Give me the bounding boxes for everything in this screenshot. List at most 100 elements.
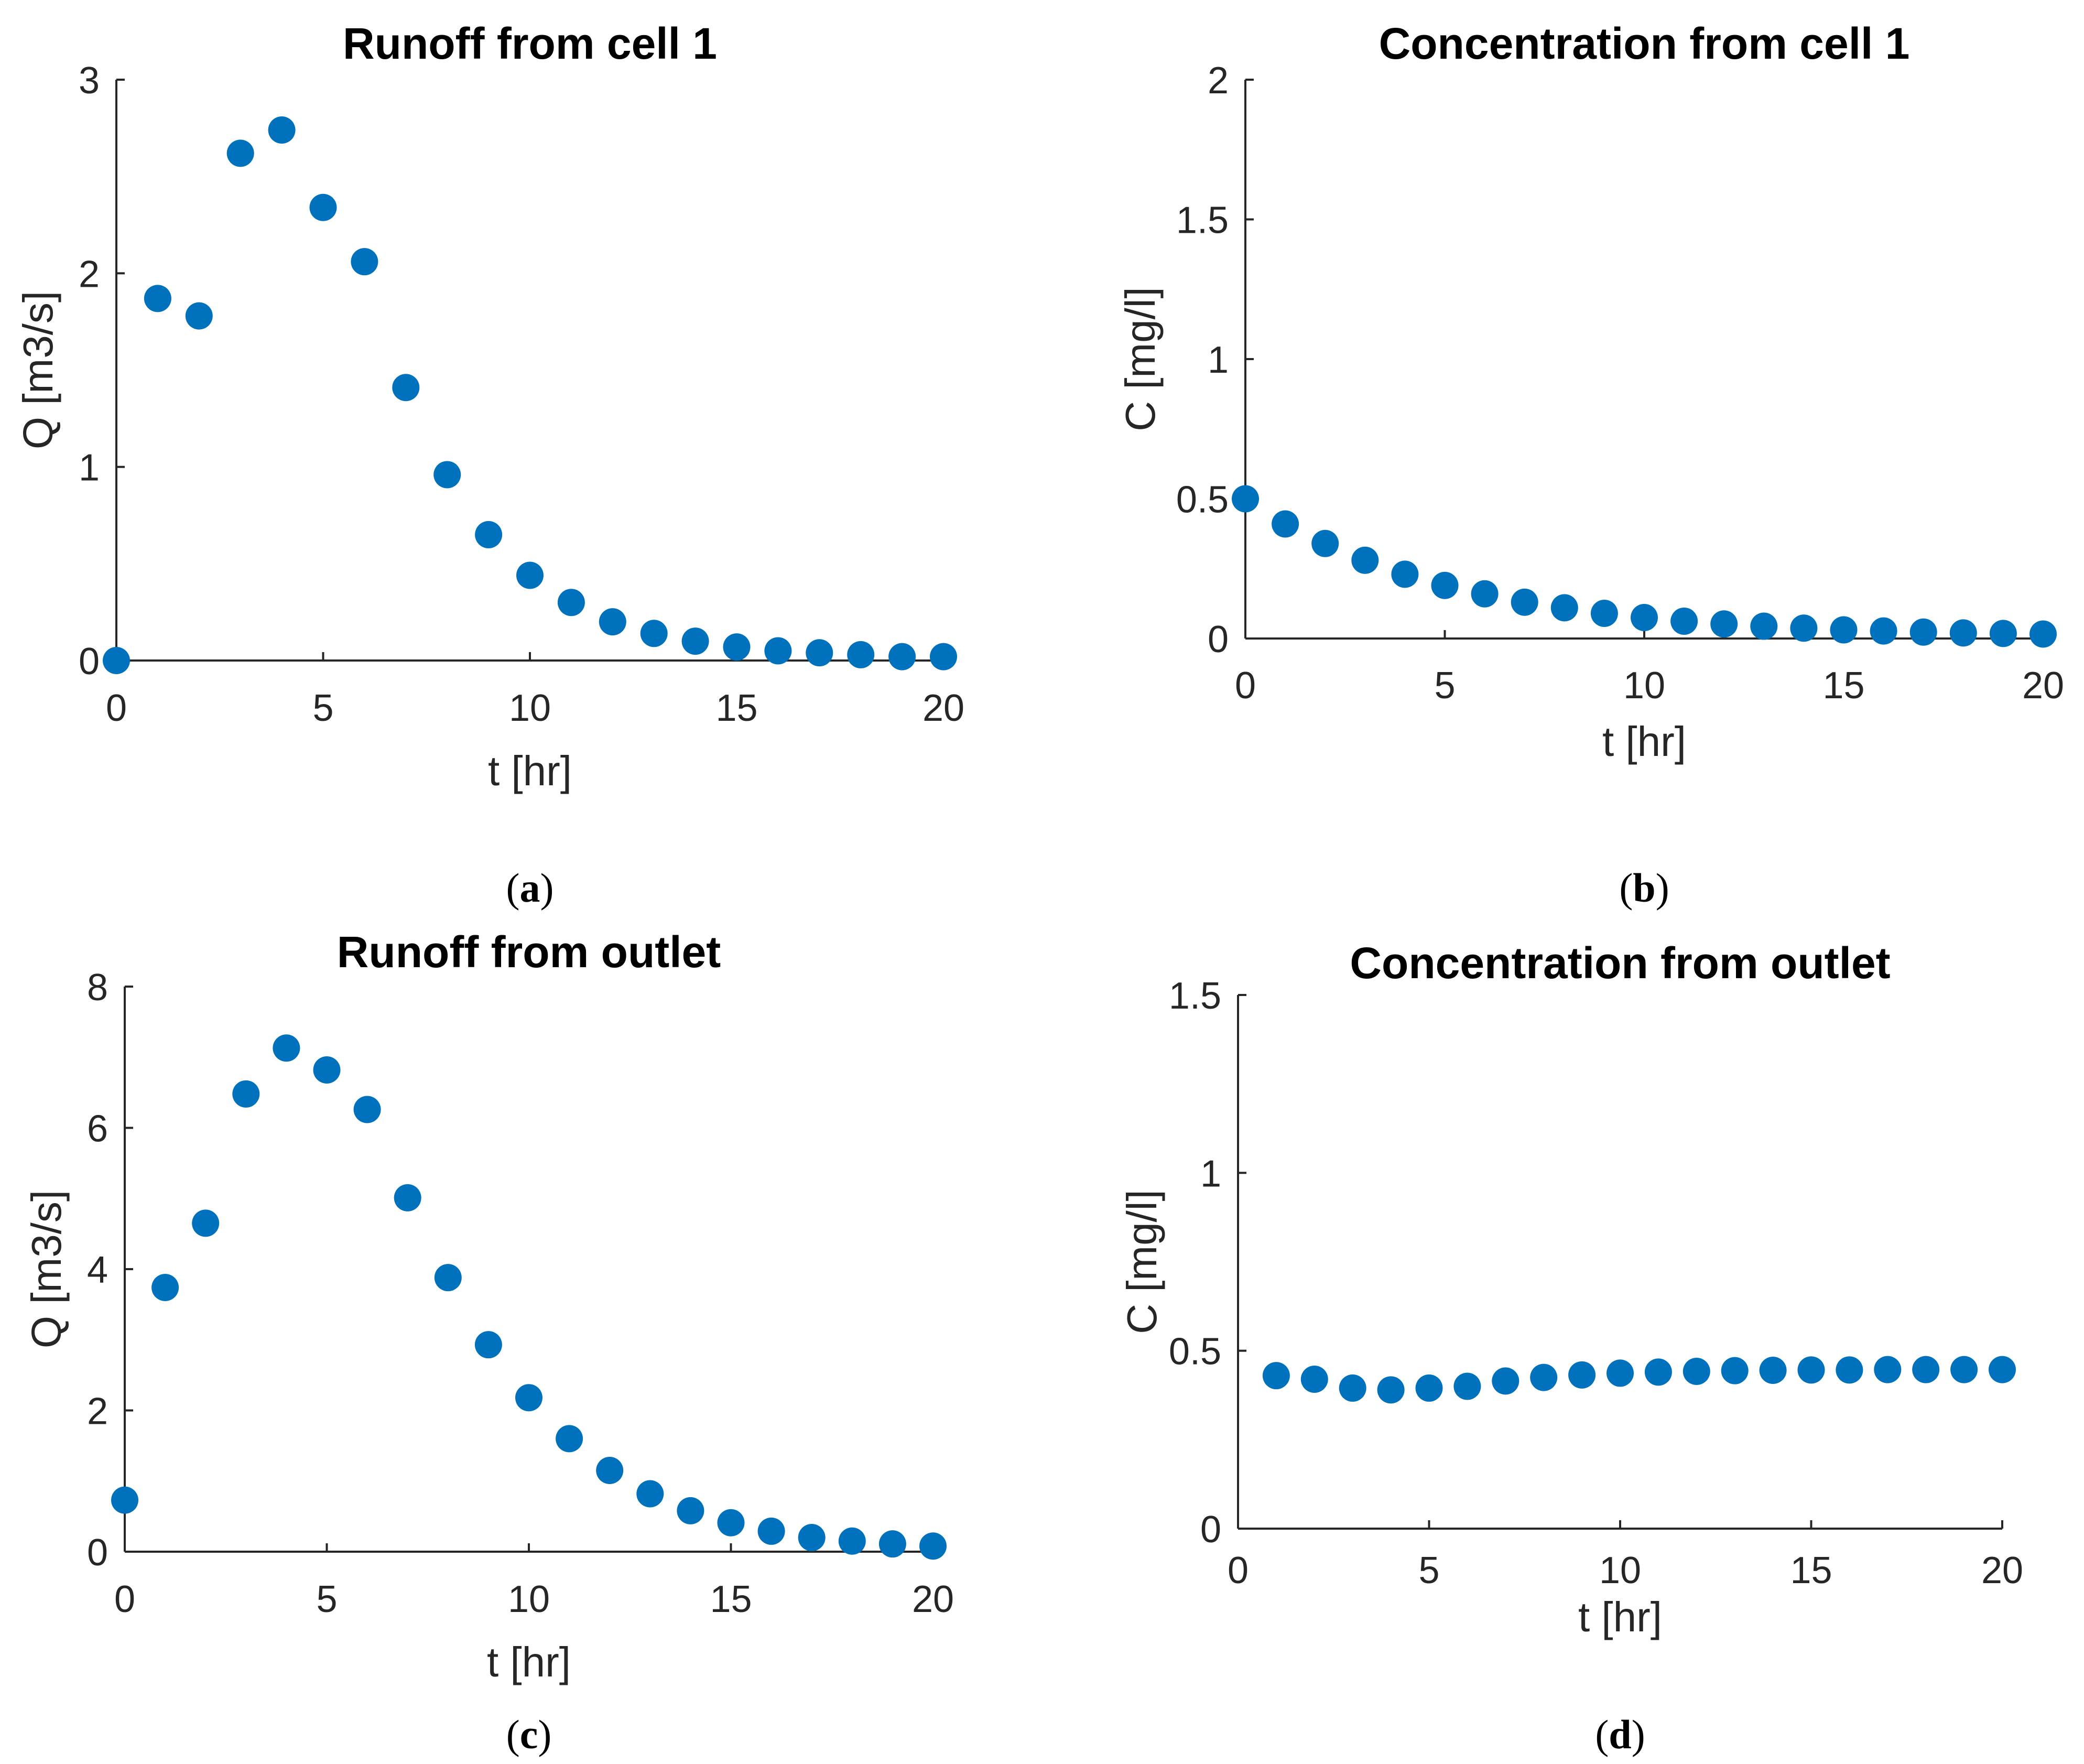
plot-a-data-point (433, 461, 461, 489)
plot-b-data-point (1471, 580, 1499, 608)
plot-d-y-tick-label: 0.5 (1169, 1331, 1221, 1373)
plot-b-y-axis-label: C [mg/l] (1117, 287, 1164, 431)
plot-b-data-point (1511, 588, 1538, 616)
plot-b-data-point (1351, 546, 1379, 574)
plot-a-y-tick-label: 3 (79, 60, 100, 102)
plot-b-data-point (1670, 607, 1698, 635)
plot-b-data-point (1550, 594, 1578, 622)
plot-a-x-axis-label: t [hr] (488, 748, 572, 794)
plot-c-title: Runoff from outlet (337, 927, 721, 977)
plot-c-data-point (192, 1209, 220, 1237)
plot-b-data-point (2029, 620, 2057, 648)
plot-c-x-tick-label: 15 (710, 1578, 752, 1620)
plot-a-y-axis-label: Q [m3/s] (15, 291, 61, 449)
plot-d-data-point (1836, 1356, 1863, 1384)
plot-a-data-point (888, 643, 916, 670)
plot-c-data-point (596, 1457, 624, 1485)
plot-a-x-tick-label: 20 (922, 687, 964, 729)
plot-b-data-point (1391, 560, 1419, 588)
plot-a-data-point (103, 647, 130, 674)
plot-d-data-point (1950, 1356, 1978, 1383)
plot-c-y-axis-label: Q [m3/s] (23, 1190, 70, 1348)
plot-c-data-point (717, 1509, 745, 1536)
plot-a-data-point (599, 608, 626, 636)
plot-b-y-tick-label: 1 (1208, 339, 1229, 381)
plot-c-data-point (232, 1080, 260, 1108)
plot-c-data-point (353, 1096, 381, 1123)
plot-a-x-tick-label: 15 (715, 687, 757, 729)
plot-c-data-point (636, 1480, 664, 1508)
plot-d-x-tick-label: 15 (1790, 1550, 1832, 1592)
plot-b-data-point (1949, 619, 1977, 647)
plot-b-y-tick-label: 0 (1208, 619, 1229, 661)
plot-a-data-point (516, 561, 544, 589)
plot-d-data-point (1683, 1358, 1710, 1386)
plot-d-y-tick-label: 0 (1200, 1509, 1221, 1551)
plot-d-y-tick-label: 1 (1200, 1153, 1221, 1195)
plot-d-data-point (1644, 1358, 1672, 1386)
plot-d-data-point (1607, 1359, 1634, 1387)
plot-b-data-point (1790, 614, 1818, 642)
plot-a-data-point (557, 589, 585, 616)
plot-a-x-tick-label: 10 (509, 687, 551, 729)
plot-d-data-point (1874, 1356, 1902, 1383)
plot-c-y-tick-label: 0 (87, 1532, 108, 1574)
plot-d-data-point (1797, 1356, 1825, 1384)
plot-c-data-point (757, 1517, 785, 1545)
plot-a-data-point (723, 633, 751, 661)
plot-b-data-point (1232, 485, 1259, 513)
plot-a-data-point (640, 620, 668, 647)
plot-b-x-tick-label: 0 (1235, 665, 1256, 707)
plot-b-title: Concentration from cell 1 (1379, 19, 1910, 68)
plot-d-data-point (1912, 1356, 1940, 1383)
plot-c-x-tick-label: 10 (508, 1578, 550, 1620)
plot-c-data-point (515, 1384, 542, 1412)
plot-b-data-point (1631, 604, 1658, 632)
plot-b-y-tick-label: 0.5 (1176, 479, 1229, 521)
plot-a-data-point (144, 285, 171, 312)
plot-d-data-point (1377, 1376, 1405, 1404)
plot-d-data-point (1530, 1363, 1558, 1391)
plot-d-x-tick-label: 10 (1599, 1550, 1641, 1592)
plot-a-y-tick-label: 2 (79, 253, 100, 295)
plot-a-data-point (351, 248, 378, 276)
plot-a-data-point (806, 639, 833, 667)
plot-c-y-tick-label: 2 (87, 1391, 108, 1433)
plot-c-subplot-label: (c) (506, 1712, 552, 1757)
plot-d-y-axis-label: C [mg/l] (1119, 1189, 1165, 1334)
plot-b-data-point (1909, 618, 1937, 646)
plot-c-x-axis-label: t [hr] (487, 1639, 571, 1685)
plot-a-data-point (930, 643, 957, 670)
plot-d-x-axis-label: t [hr] (1578, 1594, 1662, 1640)
plot-d-data-point (1759, 1356, 1787, 1384)
plot-d-data-point (1492, 1367, 1519, 1395)
plot-c-data-point (313, 1056, 341, 1084)
plot-b-subplot-label: (b) (1619, 865, 1669, 911)
plot-b-x-tick-label: 10 (1623, 665, 1665, 707)
plot-c-data-point (434, 1264, 462, 1292)
plot-a-data-point (847, 641, 875, 668)
plot-c-x-tick-label: 0 (114, 1578, 135, 1620)
plot-b-x-tick-label: 20 (2022, 665, 2064, 707)
plot-b-data-point (1750, 612, 1778, 640)
plot-b-data-point (1989, 620, 2017, 647)
plot-c-x-tick-label: 20 (912, 1578, 954, 1620)
plot-a-y-tick-label: 0 (79, 641, 100, 683)
plot-b-data-point (1830, 616, 1858, 644)
plot-c-y-tick-label: 4 (87, 1249, 108, 1291)
plot-d-data-point (1262, 1362, 1290, 1390)
plot-c-data-point (838, 1527, 866, 1555)
plot-a-data-point (226, 139, 254, 167)
plot-d-data-point (1339, 1374, 1366, 1402)
plot-d-x-tick-label: 20 (1981, 1550, 2023, 1592)
plot-b-data-point (1311, 529, 1339, 557)
plot-b-x-tick-label: 5 (1434, 665, 1455, 707)
plot-b-x-tick-label: 15 (1822, 665, 1864, 707)
plot-c-data-point (273, 1034, 300, 1062)
plot-a-x-tick-label: 0 (106, 687, 127, 729)
plot-c-data-point (919, 1532, 947, 1560)
plot-c-x-tick-label: 5 (316, 1578, 337, 1620)
plot-d-data-point (1989, 1356, 2016, 1383)
plot-c-data-point (151, 1274, 179, 1302)
